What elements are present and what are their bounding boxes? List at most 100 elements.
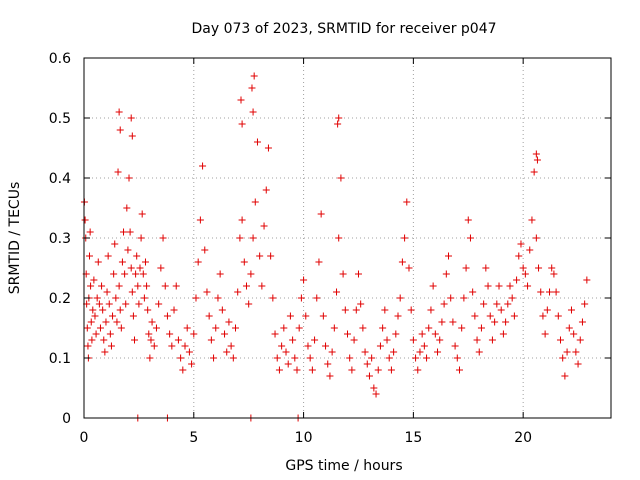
data-point	[506, 282, 514, 290]
x-tick-label: 0	[80, 430, 89, 446]
data-point	[250, 72, 258, 80]
data-point	[427, 306, 435, 314]
data-point	[335, 234, 343, 242]
data-point	[107, 342, 115, 350]
data-point	[201, 246, 209, 254]
data-point	[284, 360, 292, 368]
data-point	[139, 270, 147, 278]
data-point	[132, 270, 140, 278]
data-point	[88, 336, 96, 344]
data-point	[112, 294, 120, 302]
data-point	[129, 312, 137, 320]
data-point	[126, 228, 134, 236]
data-point	[81, 216, 89, 224]
data-point	[473, 336, 481, 344]
data-point	[138, 210, 146, 218]
data-point	[570, 330, 578, 338]
data-point	[455, 366, 463, 374]
data-point	[124, 246, 132, 254]
data-point	[271, 330, 279, 338]
data-point	[416, 348, 424, 356]
data-point	[532, 150, 540, 158]
data-point	[409, 336, 417, 344]
data-point	[286, 312, 294, 320]
x-tick-label: 5	[189, 430, 198, 446]
data-point	[183, 324, 191, 332]
data-point	[420, 342, 428, 350]
data-point	[98, 282, 106, 290]
data-point	[115, 108, 123, 116]
data-point	[289, 336, 297, 344]
data-point	[462, 264, 470, 272]
data-point	[106, 330, 114, 338]
data-point	[240, 258, 248, 266]
data-point	[174, 336, 182, 344]
data-point	[348, 366, 356, 374]
data-point	[280, 324, 288, 332]
data-point	[185, 348, 193, 356]
data-point	[493, 300, 501, 308]
data-point	[117, 324, 125, 332]
data-point	[576, 336, 584, 344]
data-point	[567, 306, 575, 314]
data-point	[510, 312, 518, 320]
data-point	[368, 354, 376, 362]
data-points	[80, 72, 591, 422]
data-point	[170, 306, 178, 314]
data-point	[442, 270, 450, 278]
data-point	[550, 270, 558, 278]
data-point	[515, 252, 523, 260]
data-point	[583, 276, 591, 284]
data-point	[83, 324, 91, 332]
data-point	[218, 306, 226, 314]
data-point	[84, 342, 92, 350]
data-point	[401, 234, 409, 242]
data-point	[256, 252, 264, 260]
data-point	[99, 306, 107, 314]
data-point	[291, 354, 299, 362]
data-point	[90, 276, 98, 284]
data-point	[273, 354, 281, 362]
data-point	[513, 276, 521, 284]
data-point	[396, 294, 404, 302]
data-point	[519, 264, 527, 272]
data-point	[116, 306, 124, 314]
data-point	[140, 294, 148, 302]
data-point	[114, 168, 122, 176]
data-point	[499, 330, 507, 338]
data-point	[453, 354, 461, 362]
data-point	[372, 390, 380, 398]
data-point	[234, 288, 242, 296]
data-point	[341, 306, 349, 314]
x-tick-label: 20	[514, 430, 532, 446]
data-point	[100, 336, 108, 344]
data-point	[103, 288, 111, 296]
data-point	[543, 306, 551, 314]
data-point	[524, 282, 532, 290]
data-point	[385, 354, 393, 362]
data-point	[302, 312, 310, 320]
data-point	[350, 336, 358, 344]
data-point	[122, 300, 130, 308]
data-point	[168, 342, 176, 350]
data-point	[548, 264, 556, 272]
data-point	[330, 324, 338, 332]
data-point	[528, 216, 536, 224]
data-point	[136, 264, 144, 272]
data-point	[216, 270, 224, 278]
y-tick-label: 0.3	[49, 231, 71, 247]
data-point	[502, 318, 510, 326]
data-point	[111, 240, 119, 248]
data-point	[337, 174, 345, 182]
data-point	[475, 348, 483, 356]
data-point	[223, 348, 231, 356]
data-point	[179, 366, 187, 374]
data-point	[94, 258, 102, 266]
data-point	[561, 372, 569, 380]
data-point	[93, 294, 101, 302]
data-point	[87, 318, 95, 326]
data-point	[326, 372, 334, 380]
data-point	[572, 348, 580, 356]
data-point	[471, 312, 479, 320]
data-point	[104, 252, 112, 260]
